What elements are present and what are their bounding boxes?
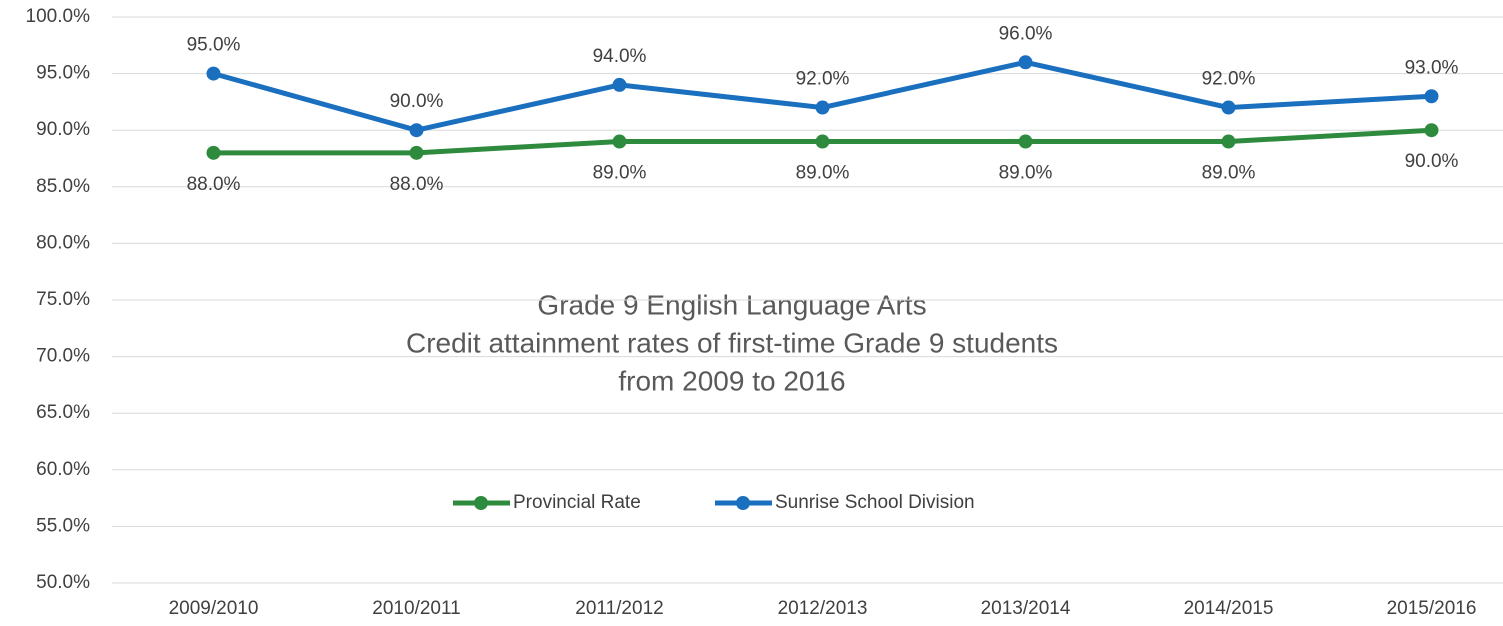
series-point [206, 145, 221, 160]
x-tick-label: 2014/2015 [1184, 598, 1274, 619]
y-tick-label: 100.0% [26, 6, 91, 27]
data-label: 89.0% [999, 163, 1053, 184]
data-label: 90.0% [1405, 151, 1459, 172]
y-tick-label: 75.0% [36, 289, 90, 310]
data-label: 89.0% [1202, 163, 1256, 184]
data-label: 93.0% [1405, 57, 1459, 78]
data-label: 95.0% [187, 35, 241, 56]
data-label: 90.0% [390, 91, 444, 112]
series-point [815, 134, 830, 149]
data-label: 88.0% [187, 174, 241, 195]
y-tick-label: 50.0% [36, 572, 90, 593]
series-point [1221, 100, 1236, 115]
data-label: 94.0% [593, 46, 647, 67]
series-point [1221, 134, 1236, 149]
legend-label: Sunrise School Division [775, 492, 975, 513]
series-point [1424, 123, 1439, 138]
series-point [1018, 134, 1033, 149]
x-tick-label: 2010/2011 [372, 598, 460, 619]
y-tick-label: 70.0% [36, 346, 90, 367]
y-tick-label: 65.0% [36, 402, 90, 423]
data-label: 92.0% [1202, 69, 1256, 90]
series-point [612, 134, 627, 149]
y-tick-label: 60.0% [36, 459, 90, 480]
data-label: 88.0% [390, 174, 444, 195]
chart-title: Grade 9 English Language Arts [537, 289, 926, 320]
y-tick-label: 85.0% [36, 176, 90, 197]
x-tick-label: 2012/2013 [778, 598, 868, 619]
chart-subtitle: Credit attainment rates of first-time Gr… [406, 327, 1058, 358]
y-tick-label: 95.0% [36, 63, 90, 84]
legend-label: Provincial Rate [513, 492, 641, 513]
data-label: 96.0% [999, 23, 1053, 44]
series-point [612, 77, 627, 92]
x-tick-label: 2013/2014 [981, 598, 1071, 619]
y-tick-label: 90.0% [36, 119, 90, 140]
y-tick-label: 80.0% [36, 232, 90, 253]
series-point [409, 145, 424, 160]
series-point [1018, 55, 1033, 70]
legend-marker [736, 496, 750, 510]
x-tick-label: 2015/2016 [1387, 598, 1477, 619]
series-point [409, 123, 424, 138]
x-tick-label: 2011/2012 [575, 598, 663, 619]
data-label: 89.0% [593, 163, 647, 184]
data-label: 89.0% [796, 163, 850, 184]
x-tick-label: 2009/2010 [169, 598, 259, 619]
chart-subtitle: from 2009 to 2016 [618, 365, 845, 396]
data-label: 92.0% [796, 69, 850, 90]
series-point [1424, 89, 1439, 104]
y-tick-label: 55.0% [36, 515, 90, 536]
series-point [206, 66, 221, 81]
legend-marker [474, 496, 488, 510]
series-point [815, 100, 830, 115]
